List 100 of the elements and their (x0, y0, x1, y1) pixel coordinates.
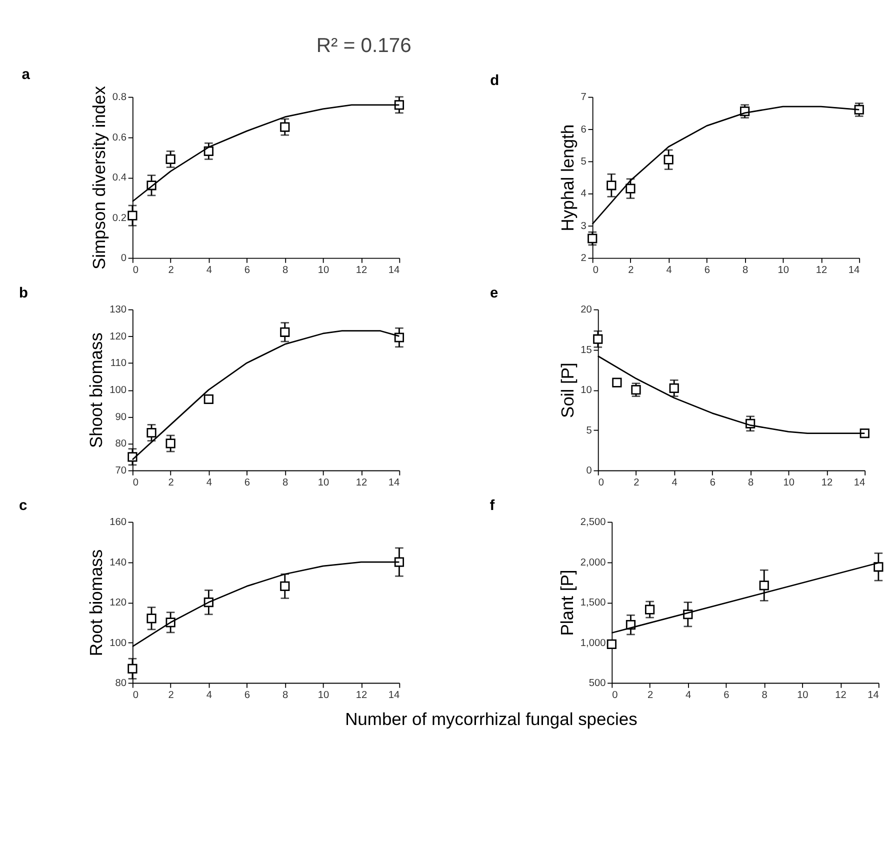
x-tick-label: 6 (244, 477, 250, 488)
x-tick-label: 6 (244, 265, 250, 276)
y-tick-label: 120 (110, 331, 127, 342)
x-tick-label: 8 (282, 265, 289, 276)
y-axis-title: Soil [P] (557, 362, 578, 418)
x-tick-label: 6 (704, 265, 710, 276)
x-tick-label: 2 (647, 690, 654, 701)
x-tick-label: 2 (168, 690, 174, 701)
y-tick-label: 80 (115, 678, 127, 690)
point (669, 383, 679, 394)
point (394, 557, 404, 567)
y-tick-label: 2,500 (580, 517, 606, 528)
x-tick-label: 2 (634, 477, 640, 488)
y-tick-label: 110 (110, 358, 127, 370)
y-tick-label: 0.2 (112, 212, 127, 224)
x-tick-label: 2 (628, 265, 634, 276)
y-tick-label: 100 (110, 385, 127, 396)
y-tick-label: 20 (580, 304, 592, 316)
x-tick-label: 12 (356, 690, 368, 701)
point (759, 580, 769, 590)
y-tick-label: 3 (580, 220, 587, 232)
point (664, 154, 674, 164)
x-tick-label: 12 (356, 265, 368, 276)
y-tick-label: 2,000 (580, 557, 606, 568)
x-tick-label: 8 (762, 690, 768, 701)
x-tick-label: 0 (612, 690, 618, 701)
x-tick-label: 6 (724, 690, 730, 701)
x-tick-label: 10 (783, 477, 795, 488)
y-tick-label: 6 (580, 124, 587, 136)
point (626, 184, 636, 194)
x-tick-label: 4 (206, 265, 212, 276)
point (606, 639, 616, 649)
x-tick-label: 12 (816, 265, 828, 276)
x-tick-label: 12 (821, 477, 833, 488)
x-tick-label: 12 (835, 690, 847, 701)
y-tick-label: 0 (586, 466, 592, 477)
x-tick-label: 14 (854, 477, 866, 488)
x-tick-label: 6 (710, 477, 716, 488)
y-tick-label: 7 (580, 92, 587, 104)
x-tick-label: 10 (778, 265, 790, 276)
chart-title: b (18, 285, 28, 302)
y-tick-label: 120 (110, 598, 127, 609)
x-axis-title: Number of mycorrhizal fungal species (345, 709, 638, 730)
point (128, 210, 138, 220)
point (146, 614, 156, 624)
x-tick-label: 8 (742, 265, 748, 276)
x-tick-label: 14 (388, 477, 400, 488)
x-tick-label: 14 (388, 265, 400, 276)
point (166, 438, 176, 448)
x-tick-label: 4 (206, 477, 212, 488)
x-tick-label: 10 (318, 265, 330, 276)
y-tick-label: 0.8 (112, 92, 127, 104)
point (280, 122, 290, 132)
x-tick-label: 4 (672, 477, 678, 488)
y-tick-label: 5 (580, 156, 587, 168)
x-tick-label: 4 (666, 265, 672, 276)
x-tick-label: 0 (132, 690, 139, 701)
y-tick-label: 0 (120, 253, 127, 264)
point (128, 664, 138, 674)
y-tick-label: 15 (580, 344, 592, 356)
chart-title: a (22, 67, 31, 84)
x-tick-label: 12 (356, 477, 368, 488)
y-tick-label: 5 (586, 425, 592, 436)
x-tick-label: 4 (686, 690, 692, 701)
y-tick-label: 140 (110, 557, 127, 568)
point (280, 327, 290, 337)
y-tick-label: 70 (115, 466, 127, 477)
point (606, 180, 616, 190)
y-tick-label: 100 (110, 638, 127, 649)
y-axis-title: Simpson diversity index (89, 86, 110, 270)
point (588, 234, 598, 244)
x-tick-label: 14 (848, 265, 860, 276)
chart-title: f (490, 498, 495, 514)
point (204, 394, 214, 404)
x-tick-label: 2 (168, 265, 174, 276)
point (874, 562, 884, 572)
chart-title: e (490, 285, 498, 302)
y-tick-label: 0.6 (112, 132, 127, 144)
y-tick-label: 90 (115, 412, 127, 423)
y-tick-label: 500 (588, 678, 606, 690)
chart-title: c (18, 498, 28, 514)
y-axis-title: Plant [P] (557, 570, 578, 636)
x-tick-label: 2 (168, 477, 174, 488)
y-axis-title: Shoot biomass (86, 332, 106, 448)
x-tick-label: 4 (206, 690, 212, 701)
x-tick-label: 0 (132, 265, 139, 276)
y-tick-label: 1,000 (580, 638, 606, 649)
point (394, 332, 404, 342)
x-tick-label: 0 (132, 477, 139, 488)
y-tick-label: 1,500 (580, 598, 606, 609)
x-tick-label: 14 (868, 690, 880, 701)
point (860, 428, 870, 438)
point (166, 154, 176, 164)
y-tick-label: 130 (110, 304, 127, 316)
y-tick-label: 2 (580, 253, 587, 264)
x-tick-label: 10 (797, 690, 809, 701)
x-tick-label: 8 (282, 690, 289, 701)
point (612, 378, 622, 388)
point (394, 100, 404, 110)
point (280, 581, 290, 592)
